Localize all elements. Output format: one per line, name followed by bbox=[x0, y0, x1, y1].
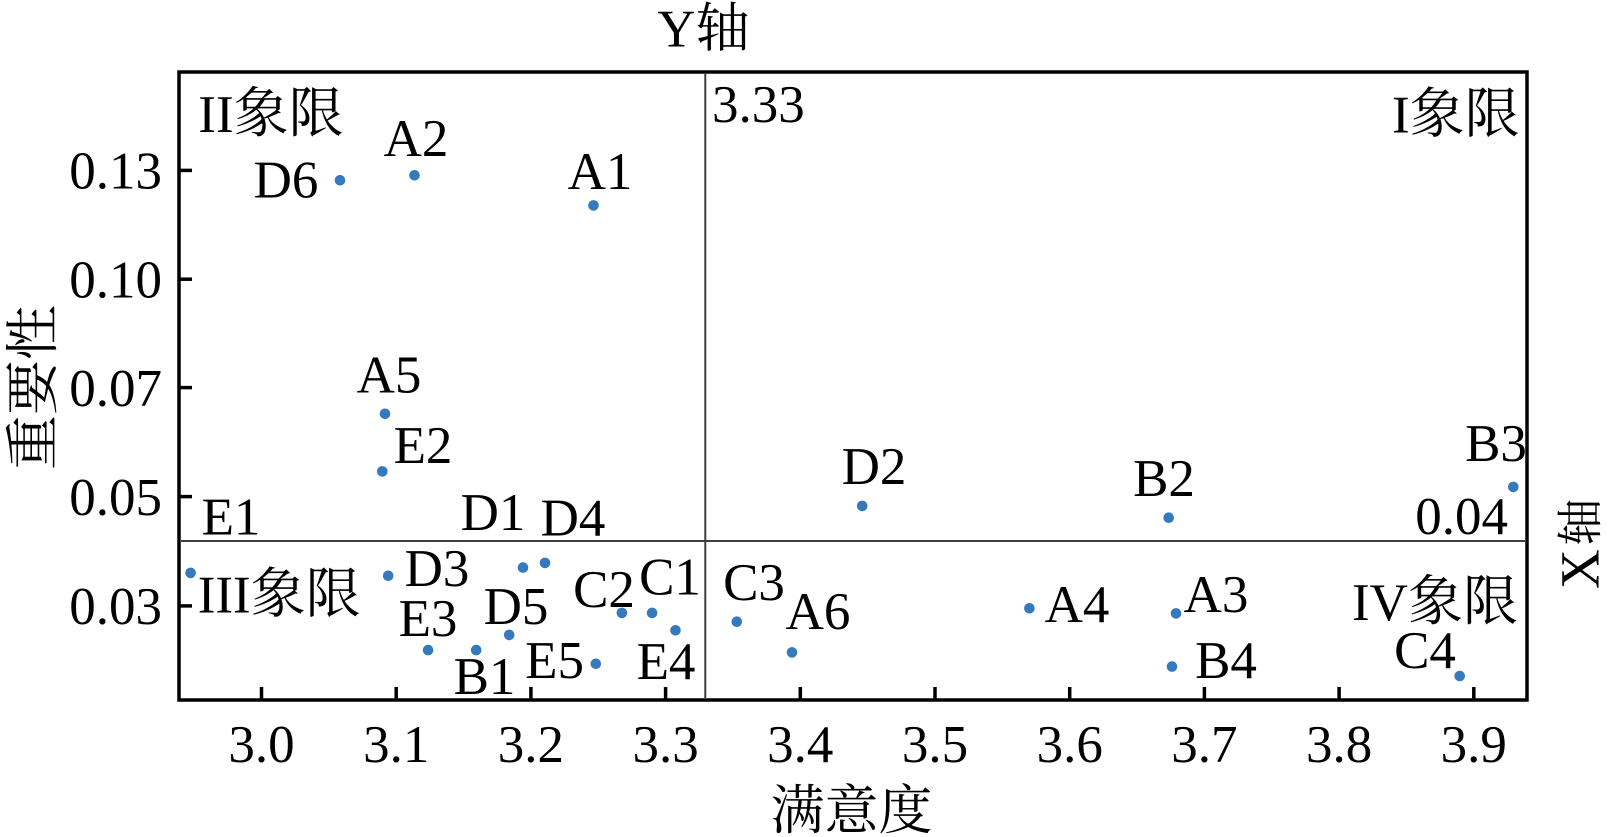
svg-text:E3: E3 bbox=[399, 590, 458, 648]
svg-text:B1: B1 bbox=[454, 648, 516, 706]
svg-text:0.04: 0.04 bbox=[1415, 488, 1508, 546]
svg-text:3.3: 3.3 bbox=[632, 716, 698, 774]
svg-text:3.6: 3.6 bbox=[1037, 716, 1103, 774]
svg-text:3.7: 3.7 bbox=[1171, 716, 1237, 774]
svg-text:0.10: 0.10 bbox=[69, 251, 162, 309]
svg-text:A5: A5 bbox=[357, 347, 422, 405]
svg-text:A3: A3 bbox=[1184, 566, 1249, 624]
svg-text:B2: B2 bbox=[1133, 450, 1195, 508]
svg-text:3.8: 3.8 bbox=[1306, 716, 1372, 774]
svg-text:0.05: 0.05 bbox=[69, 469, 162, 527]
svg-text:D6: D6 bbox=[254, 152, 319, 210]
svg-text:D2: D2 bbox=[842, 438, 907, 496]
svg-text:X: X bbox=[1550, 549, 1611, 589]
svg-text:D1: D1 bbox=[461, 484, 526, 542]
svg-text:C2: C2 bbox=[573, 561, 635, 619]
svg-text:0.03: 0.03 bbox=[69, 578, 162, 636]
svg-text:B3: B3 bbox=[1465, 415, 1527, 473]
svg-text:3.5: 3.5 bbox=[902, 716, 968, 774]
svg-text:I: I bbox=[1392, 87, 1410, 145]
svg-text:E4: E4 bbox=[637, 633, 696, 691]
svg-text:D4: D4 bbox=[541, 490, 606, 548]
svg-text:3.4: 3.4 bbox=[767, 716, 833, 774]
svg-text:A6: A6 bbox=[786, 583, 851, 641]
svg-text:E1: E1 bbox=[202, 489, 261, 547]
svg-text:3.1: 3.1 bbox=[363, 716, 429, 774]
svg-text:III: III bbox=[198, 567, 251, 625]
svg-text:C4: C4 bbox=[1394, 622, 1456, 680]
svg-text:D3: D3 bbox=[405, 540, 470, 598]
svg-text:3.2: 3.2 bbox=[498, 716, 564, 774]
svg-text:A4: A4 bbox=[1045, 576, 1110, 634]
svg-text:IV: IV bbox=[1352, 574, 1408, 632]
svg-text:E2: E2 bbox=[394, 417, 453, 475]
svg-text:D5: D5 bbox=[484, 578, 549, 636]
svg-text:0.13: 0.13 bbox=[69, 143, 162, 201]
svg-text:A1: A1 bbox=[568, 143, 633, 201]
svg-text:E5: E5 bbox=[525, 632, 584, 690]
svg-text:3.33: 3.33 bbox=[712, 76, 805, 134]
svg-text:3.0: 3.0 bbox=[228, 716, 294, 774]
svg-text:B4: B4 bbox=[1195, 632, 1257, 690]
svg-text:A2: A2 bbox=[384, 110, 449, 168]
svg-text:3.9: 3.9 bbox=[1441, 716, 1507, 774]
svg-text:0.07: 0.07 bbox=[69, 360, 162, 418]
svg-text:Y: Y bbox=[657, 1, 695, 59]
svg-text:C3: C3 bbox=[723, 554, 785, 612]
svg-text:C1: C1 bbox=[639, 549, 701, 607]
svg-text:II: II bbox=[198, 86, 233, 144]
